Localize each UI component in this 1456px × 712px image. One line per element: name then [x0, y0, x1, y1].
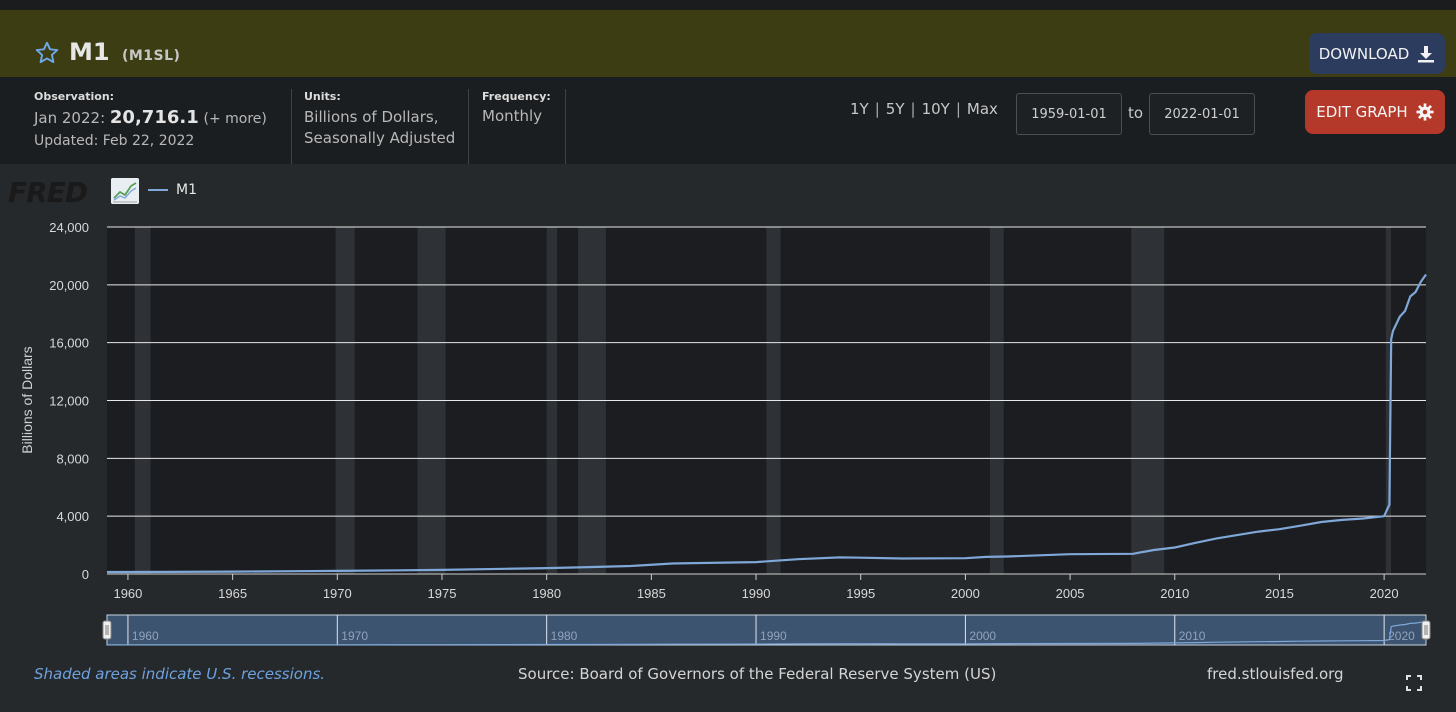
title-bar: M1 (M1SL) DOWNLOAD	[0, 10, 1456, 77]
range-10y[interactable]: 10Y	[921, 100, 950, 118]
y-tick-label: 12,000	[49, 394, 89, 409]
x-tick-label: 1965	[218, 586, 247, 601]
units-block: Units: Billions of Dollars, Seasonally A…	[304, 90, 455, 149]
legend-swatch	[148, 189, 168, 191]
x-tick-label: 2005	[1056, 586, 1085, 601]
series-metadata-bar: Observation: Jan 2022: 20,716.1 (+ more)…	[0, 77, 1456, 165]
observation-value: 20,716.1	[109, 107, 199, 128]
star-icon[interactable]	[34, 40, 60, 66]
range-1y[interactable]: 1Y	[850, 100, 869, 118]
edit-graph-button[interactable]: EDIT GRAPH	[1305, 90, 1445, 134]
navigator-tick-label: 1970	[341, 629, 368, 643]
edit-graph-label: EDIT GRAPH	[1316, 103, 1408, 121]
units-line-1: Billions of Dollars,	[304, 108, 439, 126]
y-tick-label: 0	[82, 567, 89, 582]
navigator-series-line	[107, 621, 1427, 646]
updated-date: Updated: Feb 22, 2022	[34, 133, 195, 149]
x-tick-label: 1975	[428, 586, 457, 601]
series-line-m1	[106, 273, 1427, 574]
source-credit: Source: Board of Governors of the Federa…	[518, 665, 997, 683]
series-title: M1 (M1SL)	[69, 38, 180, 66]
more-observations-link[interactable]: (+ more)	[203, 111, 267, 127]
start-date-input[interactable]: 1959-01-01	[1016, 93, 1122, 135]
series-id: (M1SL)	[121, 48, 181, 64]
navigator-tick-label: 2000	[969, 629, 996, 643]
line-chart-icon	[111, 178, 139, 204]
x-tick-label: 1995	[846, 586, 875, 601]
end-date-input[interactable]: 2022-01-01	[1149, 93, 1255, 135]
top-strip	[0, 0, 1456, 10]
chart-legend[interactable]: M1	[148, 182, 197, 198]
y-tick-label: 20,000	[49, 278, 89, 293]
download-icon	[1418, 45, 1435, 62]
series-name: M1	[69, 38, 110, 66]
navigator-tick-label: 2010	[1179, 629, 1206, 643]
divider	[468, 89, 469, 165]
fred-logo: FRED	[8, 176, 88, 209]
divider	[291, 89, 292, 165]
units-value: Billions of Dollars, Seasonally Adjusted	[304, 107, 455, 149]
observation-row: Jan 2022: 20,716.1 (+ more)	[34, 107, 267, 128]
units-line-2: Seasonally Adjusted	[304, 129, 456, 147]
navigator-right-handle[interactable]	[1421, 620, 1431, 640]
units-label: Units:	[304, 90, 341, 103]
y-tick-label: 8,000	[56, 451, 89, 466]
observation-label: Observation:	[34, 90, 115, 103]
range-5y[interactable]: 5Y	[885, 100, 905, 118]
download-button[interactable]: DOWNLOAD	[1309, 33, 1445, 74]
x-tick-label: 1970	[323, 586, 352, 601]
navigator-tick-label: 1990	[760, 629, 787, 643]
x-tick-label: 1985	[637, 586, 666, 601]
frequency-block: Frequency: Monthly	[482, 90, 551, 125]
x-tick-label: 2010	[1160, 586, 1189, 601]
observation-block: Observation: Jan 2022: 20,716.1 (+ more)…	[34, 90, 267, 149]
x-tick-label: 2000	[951, 586, 980, 601]
site-link[interactable]: fred.stlouisfed.org	[1207, 665, 1344, 683]
to-label: to	[1128, 104, 1144, 122]
range-max[interactable]: Max	[966, 100, 998, 118]
x-tick-label: 2020	[1370, 586, 1399, 601]
x-tick-label: 2015	[1265, 586, 1294, 601]
gear-icon	[1416, 103, 1434, 121]
frequency-value: Monthly	[482, 107, 543, 125]
download-label: DOWNLOAD	[1318, 44, 1410, 63]
range-selector: 1Y | 5Y | 10Y | Max	[850, 100, 998, 118]
frequency-label: Frequency:	[482, 90, 551, 103]
navigator-tick-label: 2020	[1388, 629, 1415, 643]
navigator-tick-label: 1980	[551, 629, 578, 643]
m1-line-chart[interactable]: 0 4,000 8,000 12,000 16,000 20,000 24,000 1960…	[0, 164, 1456, 664]
recessions-note: Shaded areas indicate U.S. recessions.	[34, 665, 326, 683]
y-axis-label: Billions of Dollars	[19, 346, 35, 453]
y-tick-label: 16,000	[49, 336, 89, 351]
x-tick-label: 1980	[532, 586, 561, 601]
navigator-window	[106, 614, 1427, 646]
navigator-tick-label: 1960	[132, 629, 159, 643]
x-tick-label: 1990	[742, 586, 771, 601]
legend-label: M1	[176, 182, 197, 198]
divider	[565, 89, 566, 165]
y-tick-label: 4,000	[56, 509, 89, 524]
y-tick-label: 24,000	[49, 220, 89, 235]
expand-icon[interactable]	[1406, 675, 1422, 691]
observation-period: Jan 2022:	[34, 109, 106, 127]
navigator-left-handle[interactable]	[102, 620, 112, 640]
x-tick-label: 1960	[113, 586, 142, 601]
